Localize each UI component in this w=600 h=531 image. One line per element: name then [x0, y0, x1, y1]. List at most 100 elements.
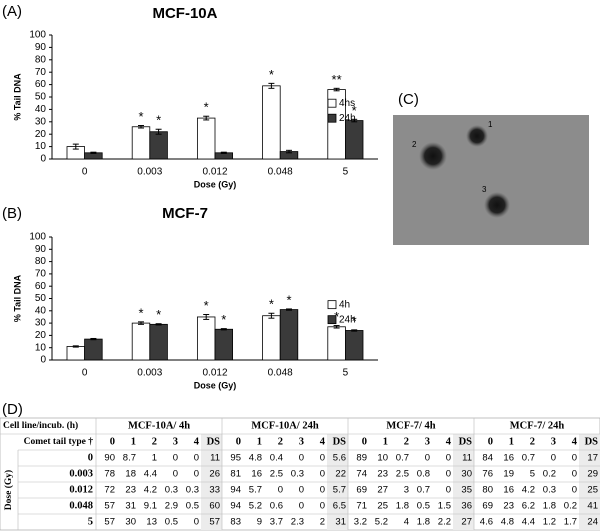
table-cell: 2 [320, 517, 325, 528]
legend-label: 24h [339, 314, 356, 325]
table-cell: 22 [335, 469, 346, 480]
table-cell: 0 [299, 453, 304, 464]
significance-marker: * [286, 292, 291, 307]
y-tick-label: 80 [35, 256, 47, 267]
bar [196, 316, 216, 361]
column-header: 3 [299, 436, 304, 447]
table-cell: 57 [104, 501, 115, 512]
significance-marker: * [156, 113, 161, 128]
bar [279, 309, 299, 361]
table-cell: 83 [230, 517, 241, 528]
table-cell: 30 [461, 469, 472, 480]
table-cell: 0.7 [522, 453, 535, 464]
table-cell: 1.2 [543, 517, 556, 528]
bar [149, 323, 168, 361]
table-cell: 4.2 [144, 485, 157, 496]
table-cell: 60 [209, 501, 220, 512]
table-cell: 94 [230, 501, 241, 512]
column-header: 1 [257, 436, 262, 447]
comet-spot [419, 142, 447, 170]
bar [262, 85, 281, 160]
significance-marker: * [156, 307, 161, 322]
table-cell: 57 [209, 517, 220, 528]
legend-swatch [327, 98, 337, 108]
table-cell: 0 [299, 485, 304, 496]
table-cell: 1 [152, 453, 157, 464]
y-tick-label: 90 [35, 42, 47, 53]
table-cell: 2.9 [165, 501, 178, 512]
table-cell: 23 [503, 501, 514, 512]
x-tick-label: 5 [343, 368, 349, 379]
column-header: 2 [404, 436, 409, 447]
table-cell: 1.8 [417, 517, 430, 528]
table-cell: 31 [125, 501, 136, 512]
significance-marker: * [269, 297, 274, 312]
y-tick-label: 0 [40, 355, 46, 366]
table-cell: 0 [572, 485, 577, 496]
table-cell: 0.3 [543, 485, 556, 496]
table-subcorner: Comet tail type † [24, 437, 94, 447]
table-cell: 2.5 [270, 469, 283, 480]
y-tick-label: 60 [35, 79, 47, 90]
image-background [393, 115, 589, 245]
significance-marker: * [138, 109, 143, 124]
table-cell: 0 [551, 453, 556, 464]
table-cell: 2.2 [438, 517, 451, 528]
y-tick-label: 50 [35, 293, 47, 304]
y-tick-label: 100 [29, 232, 46, 243]
column-header: 4 [572, 436, 578, 447]
table-cell: 69 [482, 501, 493, 512]
panel-label: (B) [2, 205, 22, 222]
table-cell: 4.8 [249, 453, 262, 464]
table-cell: 4.4 [522, 517, 535, 528]
table-cell: 27 [377, 485, 388, 496]
table-cell: 17 [587, 453, 598, 464]
x-tick-label: 0 [82, 167, 88, 178]
x-axis-label: Dose (Gy) [194, 380, 237, 390]
x-axis-label: Dose (Gy) [194, 179, 237, 189]
column-header: 2 [152, 436, 157, 447]
x-tick-label: 0.003 [137, 167, 162, 178]
bar [327, 326, 346, 361]
table-cell: 0.8 [417, 469, 430, 480]
row-label: 0 [88, 452, 93, 463]
table-cell: 9.1 [144, 501, 157, 512]
bar [214, 328, 234, 361]
column-header: DS [459, 436, 473, 447]
y-tick-label: 70 [35, 269, 47, 280]
significance-marker: * [204, 100, 209, 115]
y-tick-label: 40 [35, 305, 47, 316]
column-header: DS [333, 436, 347, 447]
y-tick-label: 30 [35, 116, 47, 127]
table-cell: 36 [461, 501, 472, 512]
table-cell: 0 [446, 469, 451, 480]
bar [344, 120, 364, 160]
table-cell: 0 [173, 469, 178, 480]
column-header: 4 [320, 436, 326, 447]
table-cell: 69 [356, 485, 367, 496]
column-header: 4 [446, 436, 452, 447]
bar [131, 126, 151, 160]
table-cell: 9 [257, 517, 262, 528]
table-cell: 41 [587, 501, 598, 512]
table-cell: 84 [482, 453, 493, 464]
table-cell: 5.2 [375, 517, 388, 528]
column-header: 0 [236, 436, 241, 447]
comet-spot [484, 192, 510, 218]
row-label: 0.003 [69, 468, 93, 479]
legend-label: 24h [339, 113, 356, 124]
table-cell: 78 [104, 469, 115, 480]
significance-marker: * [138, 305, 143, 320]
column-header: 1 [383, 436, 388, 447]
image-label: 1 [488, 120, 493, 129]
table-cell: 81 [230, 469, 241, 480]
table-cell: 0 [194, 469, 199, 480]
table-cell: 16 [503, 485, 514, 496]
significance-marker: * [352, 103, 357, 118]
table-cell: 0.5 [186, 501, 199, 512]
x-tick-label: 0.012 [202, 368, 227, 379]
table-cell: 33 [209, 485, 220, 496]
table-cell: 74 [356, 469, 367, 480]
table-cell: 0.2 [543, 469, 556, 480]
